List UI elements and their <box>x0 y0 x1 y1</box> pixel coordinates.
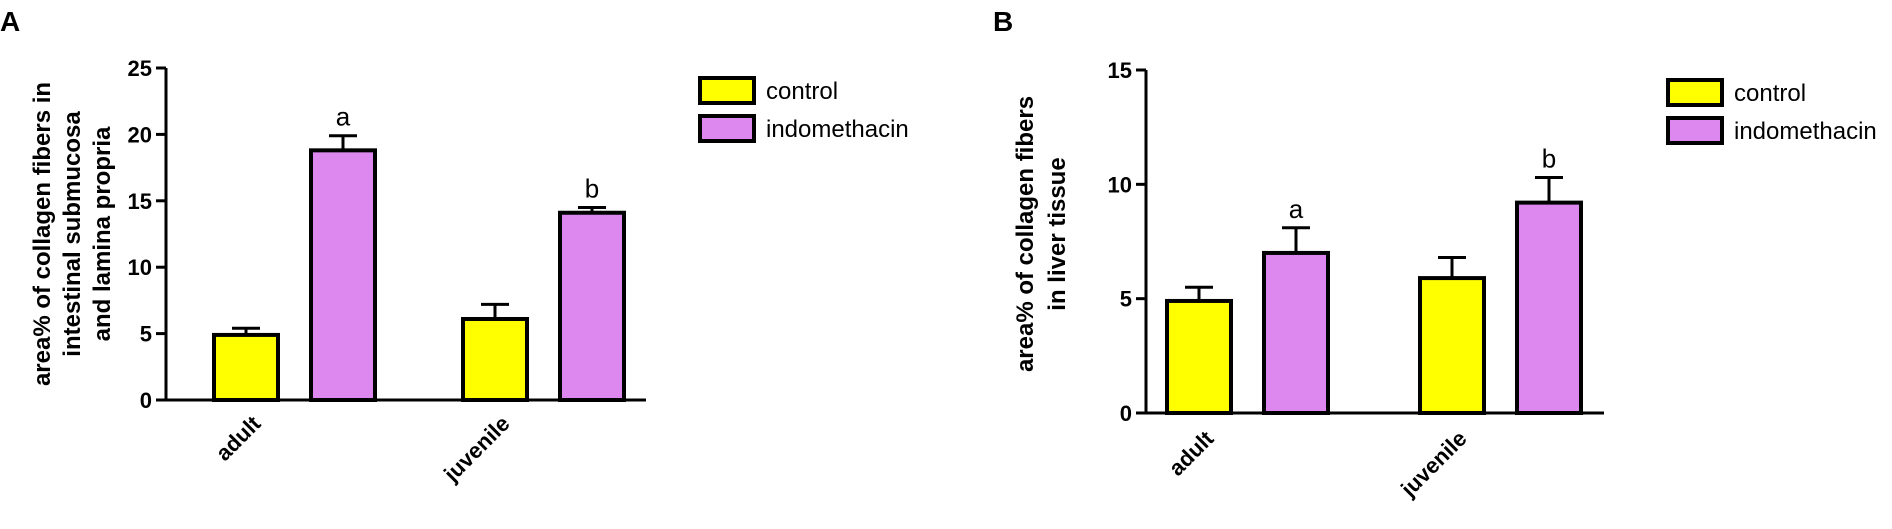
y-axis-label-line: intestinal submucosa <box>59 111 86 357</box>
x-category-label: adult <box>211 410 266 465</box>
y-tick-label: 15 <box>128 189 152 214</box>
y-tick-label: 15 <box>1108 58 1132 83</box>
x-category-label: juvenile <box>438 411 514 487</box>
y-axis-label-line: area% of collagen fibers <box>1012 96 1039 372</box>
legend-swatch-control <box>698 76 756 105</box>
y-tick-label: 25 <box>128 56 152 81</box>
x-category-label: adult <box>1164 425 1219 480</box>
legend-label: indomethacin <box>766 116 909 143</box>
legend-swatch-control <box>1666 78 1724 107</box>
bar-control-adult <box>212 332 280 403</box>
significance-label: b <box>585 173 599 203</box>
y-tick-label: 5 <box>140 322 152 347</box>
significance-label: a <box>336 102 351 132</box>
chart-panel-b: B 0 5 10 15 area% of collagen fibers in liver … <box>993 6 1877 502</box>
y-tick-label: 10 <box>1108 172 1132 197</box>
panel-label: B <box>993 6 1013 37</box>
y-tick-label: 20 <box>128 122 152 147</box>
y-tick-label: 0 <box>1120 401 1132 426</box>
legend-label: indomethacin <box>1734 118 1877 145</box>
y-axis-label-line: in liver tissue <box>1044 157 1071 310</box>
legend-swatch-indomethacin <box>698 114 756 143</box>
bar-indomethacin-juvenile <box>558 210 626 402</box>
bar-indomethacin-adult <box>1262 250 1330 415</box>
legend-label: control <box>766 78 838 105</box>
significance-label: a <box>1289 194 1304 224</box>
y-tick-label: 0 <box>140 388 152 413</box>
y-axis-label-line: and lamina propria <box>89 126 116 341</box>
significance-label: b <box>1542 143 1556 173</box>
y-tick-label: 5 <box>1120 287 1132 312</box>
x-category-label: juvenile <box>1395 426 1471 502</box>
bar-indomethacin-juvenile <box>1515 200 1583 415</box>
legend-label: control <box>1734 80 1806 107</box>
y-axis-label-line: area% of collagen fibers in <box>29 82 56 386</box>
bar-control-adult <box>1165 298 1233 416</box>
panel-label: A <box>0 6 20 37</box>
y-tick-label: 10 <box>128 255 152 280</box>
legend-swatch-indomethacin <box>1666 116 1724 145</box>
bar-indomethacin-adult <box>309 148 377 402</box>
bar-control-juvenile <box>461 316 529 403</box>
bar-control-juvenile <box>1418 276 1486 415</box>
